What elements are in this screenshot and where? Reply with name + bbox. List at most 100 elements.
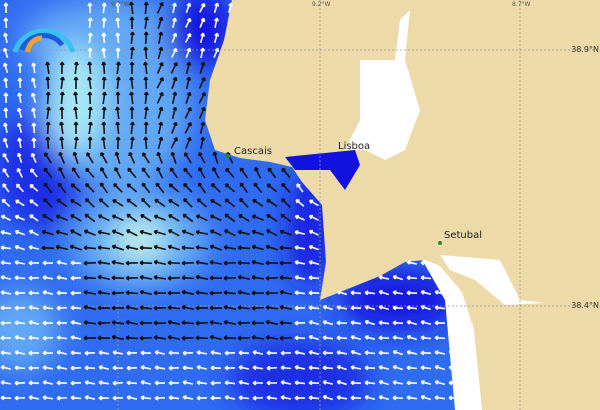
wave-arrow [3,92,9,104]
wave-arrow [115,121,121,135]
wave-arrow [295,199,305,207]
wave-arrow [98,395,110,401]
wave-arrow [111,214,124,222]
wave-arrow [265,334,279,340]
wave-arrow [125,260,139,266]
wave-arrow [101,121,107,135]
wave-arrow [129,61,135,75]
wave-arrow [322,304,334,311]
wave-arrow [213,47,220,58]
wave-arrow [153,229,166,236]
wave-arrow [43,167,53,179]
place-cascais[interactable]: Cascais [234,146,272,157]
wave-arrow [213,2,220,14]
wave-arrow [182,380,194,385]
wave-arrow [251,244,264,251]
wave-arrow [364,350,376,356]
wave-arrow [154,350,166,355]
wave-arrow [196,380,208,386]
wave-arrow [83,335,97,341]
wave-arrow [448,349,460,356]
wave-arrow [167,334,181,340]
wave-arrow [28,320,40,325]
wave-arrow [139,335,153,341]
wave-arrow [87,61,93,75]
wave-arrow [294,245,306,251]
wave-arrow [55,214,68,221]
wave-arrow [129,91,135,105]
wave-arrow [84,365,96,371]
wave-arrow [195,305,209,311]
wave-arrow [16,152,23,164]
wave-arrow [72,151,79,164]
wave-arrow [279,304,293,310]
wave-arrow [364,394,376,401]
wave-arrow [31,62,37,74]
wave-arrow [392,335,404,341]
wave-arrow [30,77,37,89]
wave-arrow [84,198,95,208]
wave-arrow [252,365,264,371]
wave-arrow [143,121,149,135]
wave-arrow [448,380,460,386]
wave-arrow [59,136,65,150]
wave-arrow [406,334,418,341]
wave-arrow [0,245,12,251]
wave-arrow [2,168,10,178]
wave-arrow [28,380,40,386]
wave-arrow [85,167,95,179]
wave-arrow [17,77,23,89]
wave-arrow [209,244,222,251]
wave-arrow [196,395,208,401]
wave-arrow [125,290,139,296]
wave-arrow [308,244,319,251]
wave-arrow [406,305,418,311]
wave-arrow [83,289,97,295]
wave-arrow [406,260,418,265]
wave-arrow [224,183,236,193]
wave-arrow [59,76,65,90]
wave-arrow [336,305,348,311]
place-lisboa[interactable]: Lisboa [338,141,371,152]
wave-arrow [3,17,9,29]
wave-arrow [30,152,37,163]
wave-arrow [251,214,264,221]
wave-arrow [308,260,320,265]
wave-arrow [14,395,26,401]
wave-arrow [73,121,79,135]
wave-arrow [129,16,135,30]
wave-arrow [182,198,193,208]
wave-arrow [280,213,292,223]
wave-arrow [153,259,167,266]
wave-arrow [141,197,151,208]
wave-arrow [434,335,446,341]
wave-arrow [154,380,166,386]
wave-arrow [406,350,418,355]
wave-arrow [209,259,223,265]
place-setubal[interactable]: Setubal [444,230,483,241]
wave-arrow [280,350,292,356]
wave-arrow [42,335,54,341]
wave-arrow [183,167,193,179]
wave-arrow [294,350,306,355]
wave-arrow [129,121,135,135]
wave-arrow [29,199,39,207]
wave-arrow [237,229,251,236]
wave-direction-arrows [0,1,474,401]
wave-arrow [224,365,236,371]
wave-arrow [392,274,404,281]
wave-arrow [251,275,265,280]
wave-arrow [55,244,69,251]
wave-arrow [251,290,265,296]
wave-arrow [115,76,121,90]
wave-arrow [434,379,446,386]
wave-arrow [420,350,432,356]
wave-arrow [308,275,320,281]
wave-arrow [97,290,111,295]
wave-arrow [434,320,446,326]
setubal-marker [438,241,442,245]
wave-arrow [223,290,237,296]
wave-arrow [46,106,51,120]
wave-arrow [350,334,362,341]
